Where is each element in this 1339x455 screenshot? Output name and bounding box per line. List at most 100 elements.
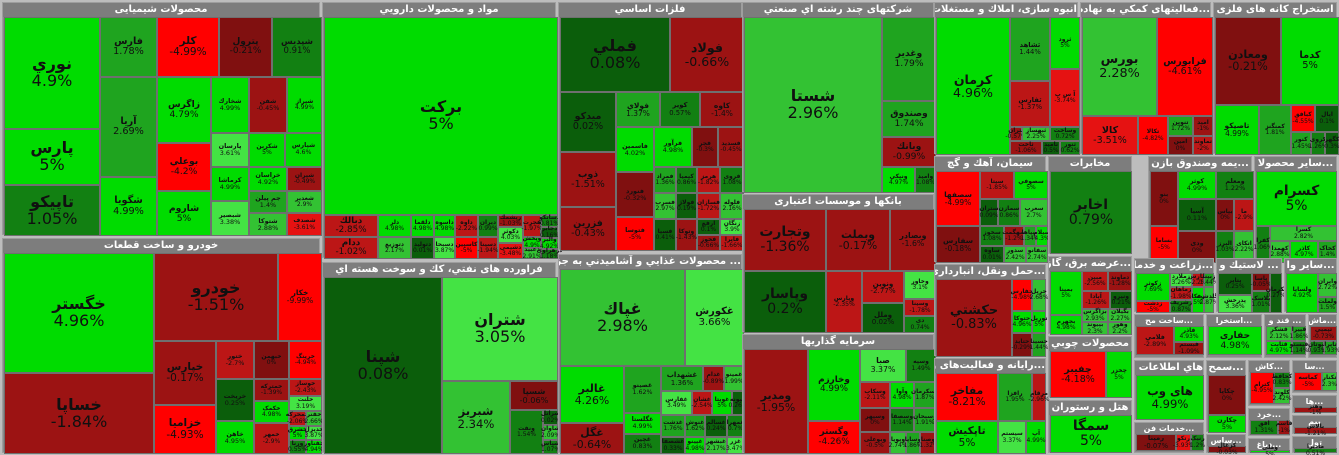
treemap-tile[interactable]: بگیلان 2.27% (1108, 308, 1132, 322)
treemap-tile[interactable]: ثاخت -1.06% (1010, 141, 1042, 155)
treemap-tile[interactable]: وبصادر -1.6% (890, 209, 936, 271)
treemap-tile[interactable]: خشرق 5% (288, 426, 307, 440)
treemap-tile[interactable]: چخزر 5% (1106, 351, 1132, 398)
treemap-tile[interactable]: آ س پ -3.74% (1050, 69, 1080, 127)
treemap-tile[interactable]: قیستو 1.14% (1289, 341, 1309, 355)
treemap-tile[interactable]: ذوب -1.51% (560, 152, 616, 207)
treemap-tile[interactable]: شگویا 4.99% (100, 177, 157, 236)
treemap-tile[interactable]: غبشهر 2.17% (705, 437, 727, 454)
treemap-tile[interactable]: داوه -2.22% (455, 215, 478, 237)
treemap-tile[interactable]: فاسمین 4.02% (616, 127, 654, 172)
treemap-tile[interactable]: فلوله 2.16% (720, 193, 744, 219)
treemap-tile[interactable]: شسپا -0.06% (510, 381, 558, 410)
treemap-tile[interactable]: تاپکیش 5% (936, 421, 998, 454)
treemap-tile[interactable]: آریا 2.69% (100, 77, 157, 177)
treemap-tile[interactable]: خریخت 0.25% (216, 379, 254, 421)
treemap-tile[interactable]: مبین -2.56% (1082, 271, 1108, 291)
treemap-tile[interactable]: غمینو 1.99% (724, 366, 744, 391)
treemap-tile[interactable]: ونوین -2.77% (862, 271, 904, 303)
treemap-tile[interactable]: وخارزم 4.99% (808, 349, 860, 421)
treemap-tile[interactable]: شغدیر 2.9% (287, 191, 322, 213)
treemap-tile[interactable]: کمنگنز 1.81% (1259, 105, 1291, 155)
treemap-tile[interactable]: سپاها 1.34% (1020, 226, 1040, 246)
treemap-tile[interactable]: کدما 5% (1281, 17, 1339, 105)
treemap-tile[interactable]: سیستم 3.37% (998, 421, 1026, 454)
treemap-tile[interactable]: ددام -1.02% (324, 237, 378, 259)
treemap-tile[interactable]: کروی 1.26% (1308, 132, 1328, 155)
treemap-tile[interactable]: فسدید -0.45% (718, 127, 744, 167)
treemap-tile[interactable]: سدور 2.42% (1004, 246, 1026, 263)
treemap-tile[interactable]: کوثر 4.99% (1178, 171, 1216, 199)
treemap-tile[interactable]: پارس 5% (4, 129, 100, 185)
treemap-tile[interactable]: آبادا -1.26% (1082, 291, 1110, 309)
treemap-tile[interactable]: بساما -5% (1150, 226, 1178, 263)
treemap-tile[interactable]: اخابر 0.79% (1050, 171, 1132, 254)
treemap-tile[interactable]: خمحرکه -2.06% (286, 411, 309, 426)
treemap-tile[interactable]: کیمیا 0.86% (676, 167, 697, 193)
treemap-tile[interactable]: ورنا 0.55% (288, 440, 307, 454)
treemap-tile[interactable]: غدام -0.89% (703, 366, 724, 391)
treemap-tile[interactable]: خوساز -2.43% (289, 379, 322, 396)
treemap-tile[interactable]: غگلستا 4.99% (624, 413, 661, 434)
treemap-tile[interactable]: ومدیر -1.95% (744, 349, 808, 454)
treemap-tile[interactable]: قشکر 2.12% (1266, 326, 1292, 341)
treemap-tile[interactable]: خمهر -2.9% (254, 423, 289, 454)
treemap-tile[interactable]: خراسان 4.92% (249, 167, 287, 191)
treemap-tile[interactable]: خپارس -0.17% (154, 341, 216, 405)
treemap-tile[interactable]: افق 1.31% (1250, 420, 1278, 435)
treemap-tile[interactable]: غشصفا 0.33% (661, 437, 685, 454)
treemap-tile[interactable]: وسصفا 1.14% (890, 408, 914, 432)
treemap-tile[interactable]: شاوان 2.09% (541, 425, 560, 440)
treemap-tile[interactable]: وامید 1.08% (915, 167, 936, 193)
treemap-tile[interactable]: وسکاب -2.11% (860, 382, 890, 408)
treemap-tile[interactable]: تاصیکو 4.99% (1215, 105, 1259, 155)
treemap-tile[interactable]: شیران -0.49% (287, 167, 322, 191)
treemap-tile[interactable]: وبانك -0.99% (882, 137, 936, 167)
treemap-tile[interactable]: چکاپا 0% (1208, 375, 1246, 415)
treemap-tile[interactable]: کسرام 5% (1256, 171, 1337, 226)
treemap-tile[interactable]: ختور -2.7% (216, 341, 254, 379)
treemap-tile[interactable]: وسپه 1.49% (906, 349, 936, 382)
treemap-tile[interactable]: قثابت 4.97% (1266, 341, 1292, 355)
treemap-tile[interactable]: پدرخش 3.36% (1218, 295, 1252, 313)
treemap-tile[interactable]: ومعلم 1.22% (1216, 171, 1254, 199)
treemap-tile[interactable]: زاگرس 4.79% (157, 77, 211, 143)
treemap-tile[interactable]: فایرا -1.66% (720, 235, 744, 251)
treemap-tile[interactable]: داسوه 4.98% (434, 215, 455, 237)
treemap-tile[interactable]: ثنور 0.62% (1060, 141, 1080, 155)
treemap-tile[interactable]: غچین 0.83% (624, 434, 661, 454)
treemap-tile[interactable]: تنوین 1.72% (1168, 116, 1193, 136)
treemap-tile[interactable]: غگل -0.64% (560, 423, 624, 454)
treemap-tile[interactable]: خودرو -1.51% (154, 253, 278, 341)
treemap-tile[interactable]: بزاگرس 2.93% (1082, 308, 1108, 322)
treemap-tile[interactable]: کویر 0.57% (660, 92, 700, 127)
treemap-tile[interactable]: غدشت 1.76% (661, 415, 685, 437)
treemap-tile[interactable]: زفکا 5% (1191, 287, 1205, 313)
treemap-tile[interactable]: دسینا -1.94% (477, 237, 499, 259)
treemap-tile[interactable]: تپمپي -0.73% (1310, 326, 1337, 341)
treemap-tile[interactable]: وملی 5% (1250, 444, 1290, 455)
treemap-tile[interactable]: وتجارت -1.36% (744, 209, 826, 271)
treemap-tile[interactable]: ثرود 5% (1050, 17, 1080, 69)
treemap-tile[interactable]: زبینا 1.44% (1199, 273, 1219, 287)
treemap-tile[interactable]: حتوکا 4.96% (1012, 311, 1032, 333)
treemap-tile[interactable]: وبملت -0.17% (826, 209, 890, 271)
treemap-tile[interactable]: شبریز 2.34% (442, 381, 510, 454)
treemap-tile[interactable]: سغرب 2.7% (1020, 199, 1048, 226)
treemap-tile[interactable]: دماوند -1.28% (1108, 271, 1132, 291)
treemap-tile[interactable]: وخاور 3.1% (904, 271, 936, 299)
treemap-tile[interactable]: فجر -0.3% (692, 127, 718, 167)
treemap-tile[interactable]: کگهر 0.3% (1324, 132, 1339, 155)
treemap-tile[interactable]: وغدیر 1.79% (882, 17, 936, 101)
treemap-tile[interactable]: رتکو -3.93% (1173, 434, 1194, 451)
treemap-tile[interactable]: زدشت -5% (1136, 300, 1170, 313)
treemap-tile[interactable]: آپ 4.99% (1026, 421, 1046, 454)
treemap-tile[interactable]: صبا 3.37% (860, 349, 906, 382)
treemap-tile[interactable]: زنگان 3.9% (720, 219, 744, 235)
treemap-tile[interactable]: ستران 0.09% (979, 199, 999, 226)
treemap-tile[interactable]: خساپا -1.84% (4, 373, 154, 454)
treemap-tile[interactable]: فملي 0.08% (560, 17, 670, 92)
treemap-tile[interactable]: کزغال -0.03% (1208, 442, 1246, 455)
treemap-tile[interactable]: چفیبر -4.18% (1050, 351, 1106, 398)
treemap-tile[interactable]: شپارس 4.6% (285, 133, 322, 167)
